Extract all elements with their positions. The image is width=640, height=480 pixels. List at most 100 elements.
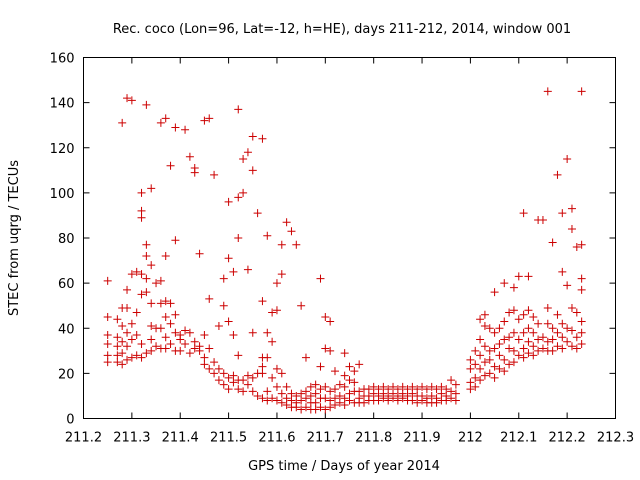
data-point bbox=[553, 342, 562, 351]
data-point bbox=[234, 105, 243, 114]
data-point bbox=[210, 358, 219, 367]
data-point bbox=[563, 337, 572, 346]
data-point bbox=[263, 387, 272, 396]
data-point bbox=[137, 270, 146, 279]
data-point bbox=[413, 398, 422, 407]
data-point bbox=[248, 328, 257, 337]
x-tick-label: 211.3 bbox=[113, 431, 150, 446]
x-tick-label: 212.1 bbox=[500, 431, 537, 446]
data-point bbox=[118, 360, 127, 369]
data-point bbox=[181, 125, 190, 134]
data-point bbox=[118, 349, 127, 358]
data-point bbox=[480, 310, 489, 319]
data-point bbox=[152, 342, 161, 351]
data-point bbox=[509, 328, 518, 337]
data-point bbox=[258, 297, 267, 306]
data-point bbox=[214, 376, 223, 385]
data-point bbox=[282, 218, 291, 227]
data-point bbox=[200, 360, 209, 369]
data-point bbox=[311, 405, 320, 414]
data-point bbox=[219, 369, 228, 378]
data-point bbox=[524, 324, 533, 333]
data-point bbox=[567, 326, 576, 335]
data-point bbox=[123, 303, 132, 312]
data-point bbox=[364, 385, 373, 394]
data-point bbox=[340, 382, 349, 391]
data-point bbox=[161, 252, 170, 261]
data-point bbox=[538, 344, 547, 353]
data-point bbox=[509, 358, 518, 367]
y-axis: 0 20 40 60 80 100 120 140 160 bbox=[50, 52, 616, 428]
data-point bbox=[543, 303, 552, 312]
data-point bbox=[538, 215, 547, 224]
data-point bbox=[316, 385, 325, 394]
data-point bbox=[161, 344, 170, 353]
data-point bbox=[190, 344, 199, 353]
data-point bbox=[447, 394, 456, 403]
data-point bbox=[505, 360, 514, 369]
data-point bbox=[471, 382, 480, 391]
data-point bbox=[137, 290, 146, 299]
data-point bbox=[326, 387, 335, 396]
data-point bbox=[335, 398, 344, 407]
data-point bbox=[379, 394, 388, 403]
data-point bbox=[572, 333, 581, 342]
data-point bbox=[287, 389, 296, 398]
x-axis: 211.2 211.3 211.4 211.5 211.6 211.7 211.8 211.9… bbox=[65, 57, 634, 446]
data-point bbox=[471, 373, 480, 382]
data-point bbox=[563, 155, 572, 164]
data-point bbox=[514, 315, 523, 324]
data-point bbox=[558, 209, 567, 218]
data-point bbox=[113, 315, 122, 324]
data-point bbox=[147, 261, 156, 270]
data-point bbox=[185, 152, 194, 161]
data-point bbox=[123, 355, 132, 364]
data-point bbox=[287, 227, 296, 236]
data-point bbox=[558, 267, 567, 276]
data-point bbox=[103, 312, 112, 321]
data-point bbox=[500, 355, 509, 364]
data-point bbox=[301, 353, 310, 362]
data-point bbox=[485, 355, 494, 364]
data-point bbox=[476, 335, 485, 344]
data-point bbox=[398, 382, 407, 391]
data-point bbox=[567, 342, 576, 351]
data-point bbox=[181, 340, 190, 349]
data-point bbox=[282, 382, 291, 391]
data-point bbox=[185, 349, 194, 358]
data-point bbox=[248, 373, 257, 382]
data-point bbox=[258, 134, 267, 143]
x-tick-label: 211.5 bbox=[210, 431, 247, 446]
data-point bbox=[137, 213, 146, 222]
data-point bbox=[340, 371, 349, 380]
data-point bbox=[268, 308, 277, 317]
data-point bbox=[321, 405, 330, 414]
data-point bbox=[495, 351, 504, 360]
y-axis-label: STEC from uqrg / TECUs bbox=[7, 160, 22, 316]
data-point bbox=[297, 389, 306, 398]
data-point bbox=[514, 351, 523, 360]
data-point bbox=[234, 234, 243, 242]
data-point bbox=[210, 170, 219, 179]
data-point bbox=[393, 385, 402, 394]
data-point bbox=[451, 380, 460, 389]
data-point bbox=[132, 351, 141, 360]
data-point bbox=[558, 319, 567, 328]
data-point bbox=[451, 396, 460, 405]
data-point bbox=[321, 312, 330, 321]
data-point bbox=[123, 328, 132, 337]
data-point bbox=[577, 340, 586, 349]
data-point bbox=[480, 321, 489, 330]
data-point bbox=[437, 389, 446, 398]
x-tick-label: 212 bbox=[458, 431, 483, 446]
data-point bbox=[268, 373, 277, 382]
data-point bbox=[229, 331, 238, 340]
data-point bbox=[355, 360, 364, 369]
data-point bbox=[519, 209, 528, 218]
data-point bbox=[306, 382, 315, 391]
data-point bbox=[103, 331, 112, 340]
data-point bbox=[258, 362, 267, 371]
data-point bbox=[239, 387, 248, 396]
data-point bbox=[529, 351, 538, 360]
